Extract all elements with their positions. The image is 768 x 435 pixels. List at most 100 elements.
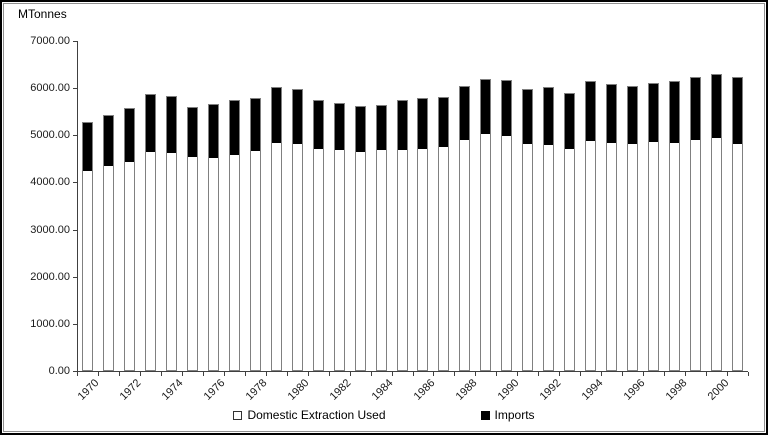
x-tick-22 <box>538 372 540 376</box>
bar-1996-imports-segment <box>628 87 638 144</box>
y-axis-line <box>77 41 78 372</box>
bar-1984-imports-segment <box>376 105 386 151</box>
y-tick-label-2000: 2000.00 <box>30 270 70 283</box>
bar-1983 <box>354 106 366 371</box>
x-tick-20 <box>496 372 498 376</box>
bar-1986-imports-segment <box>418 98 428 149</box>
x-tick-29 <box>685 372 687 376</box>
bar-1994 <box>585 81 597 371</box>
bar-2001 <box>732 77 744 371</box>
domestic-extraction-swatch-icon <box>233 410 243 420</box>
bar-1970 <box>81 121 93 371</box>
x-tick-31 <box>727 372 729 376</box>
x-tick-26 <box>622 372 624 376</box>
y-tick-label-3000: 3000.00 <box>30 223 70 236</box>
x-tick-7 <box>223 372 225 376</box>
bar-1974 <box>165 95 177 371</box>
x-tick-21 <box>517 372 519 376</box>
y-tick-5000 <box>73 135 77 137</box>
bar-1996 <box>627 86 639 371</box>
bar-1983-imports-segment <box>355 107 365 152</box>
bar-1976 <box>207 103 219 371</box>
bar-2000 <box>711 73 723 371</box>
y-tick-label-1000: 1000.00 <box>30 317 70 330</box>
x-tick-25 <box>601 372 603 376</box>
x-axis-line <box>77 371 748 372</box>
bar-2001-imports-segment <box>733 78 743 144</box>
y-tick-6000 <box>73 88 77 90</box>
x-tick-17 <box>433 372 435 376</box>
bar-1997-imports-segment <box>649 83 659 143</box>
bar-1971 <box>102 115 114 371</box>
bar-1985-imports-segment <box>397 101 407 151</box>
bar-1991-imports-segment <box>523 89 533 145</box>
x-tick-14 <box>370 372 372 376</box>
bar-1991 <box>522 88 534 371</box>
y-tick-label-5000: 5000.00 <box>30 129 70 142</box>
bar-1971-imports-segment <box>103 116 113 166</box>
y-tick-label-7000: 7000.00 <box>30 35 70 47</box>
y-tick-label-6000: 6000.00 <box>30 82 70 95</box>
x-tick-9 <box>265 372 267 376</box>
bar-1975-imports-segment <box>187 108 197 158</box>
bar-1985 <box>396 100 408 371</box>
bar-1978-imports-segment <box>250 99 260 151</box>
x-tick-15 <box>391 372 393 376</box>
y-tick-0 <box>73 371 77 372</box>
bar-1992 <box>543 87 555 371</box>
bar-1977 <box>228 100 240 371</box>
legend-label-imports: Imports <box>494 408 535 422</box>
bar-1972-imports-segment <box>124 109 134 163</box>
bar-1994-imports-segment <box>586 82 596 141</box>
bar-1999-imports-segment <box>691 78 701 140</box>
bar-1998-imports-segment <box>670 82 680 143</box>
x-tick-5 <box>181 372 183 376</box>
bar-1972 <box>123 108 135 371</box>
x-tick-6 <box>202 372 204 376</box>
bar-1980-imports-segment <box>292 90 302 144</box>
bar-1998 <box>669 81 681 371</box>
y-tick-label-4000: 4000.00 <box>30 176 70 189</box>
x-tick-0 <box>77 372 78 376</box>
bar-1980 <box>291 89 303 371</box>
bar-1976-imports-segment <box>208 104 218 159</box>
bar-1989-imports-segment <box>481 79 491 134</box>
bar-1988 <box>459 86 471 371</box>
bar-1974-imports-segment <box>166 96 176 153</box>
bar-1999 <box>690 77 702 371</box>
x-tick-3 <box>139 372 141 376</box>
legend-item-domestic-extraction: Domestic Extraction Used <box>233 408 386 422</box>
bar-1984 <box>375 104 387 371</box>
y-tick-4000 <box>73 182 77 184</box>
y-tick-7000 <box>73 41 77 42</box>
bar-1987 <box>438 96 450 371</box>
y-tick-2000 <box>73 276 77 278</box>
x-tick-13 <box>349 372 351 376</box>
bar-1982-imports-segment <box>334 104 344 151</box>
bar-1978 <box>249 98 261 371</box>
x-tick-12 <box>328 372 330 376</box>
bar-1970-imports-segment <box>82 122 92 171</box>
bar-2000-imports-segment <box>712 74 722 139</box>
x-tick-11 <box>307 372 309 376</box>
x-tick-16 <box>412 372 414 376</box>
bar-1992-imports-segment <box>544 88 554 145</box>
bar-1982 <box>333 103 345 371</box>
bar-1973-imports-segment <box>145 95 155 153</box>
bar-1995 <box>606 84 618 371</box>
y-tick-1000 <box>73 323 77 325</box>
bar-1987-imports-segment <box>439 97 449 147</box>
bar-1973 <box>144 94 156 371</box>
x-tick-1 <box>97 372 99 376</box>
x-tick-19 <box>475 372 477 376</box>
bar-1981 <box>312 99 324 371</box>
bar-1997 <box>648 82 660 371</box>
y-tick-3000 <box>73 229 77 231</box>
x-tick-10 <box>286 372 288 376</box>
bar-1990 <box>501 79 513 371</box>
bar-1981-imports-segment <box>313 100 323 149</box>
legend: Domestic Extraction Used Imports <box>2 408 766 422</box>
x-tick-23 <box>559 372 561 376</box>
bar-1993 <box>564 92 576 371</box>
